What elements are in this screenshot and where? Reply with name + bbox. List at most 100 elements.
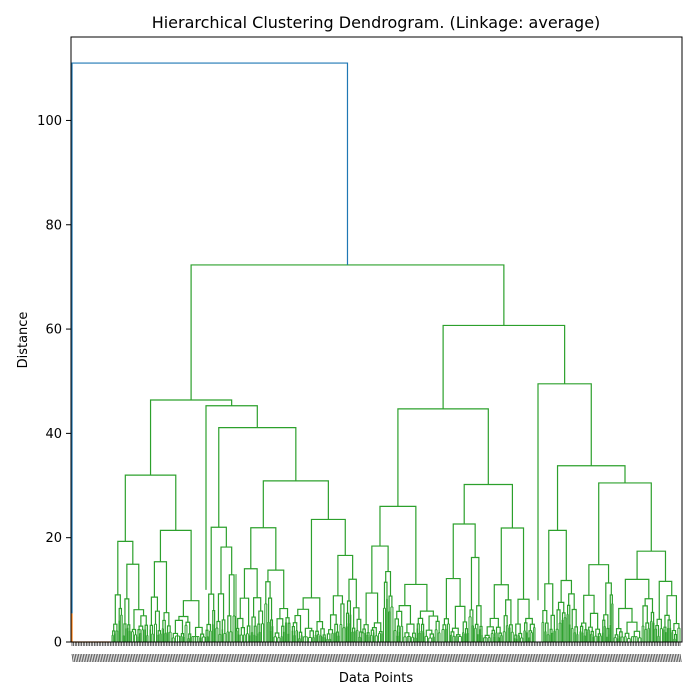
x-tick-label — [151, 653, 154, 663]
x-tick-label — [559, 653, 562, 663]
x-tick-label — [602, 653, 605, 663]
x-tick-label — [426, 653, 429, 663]
x-tick-label — [521, 653, 524, 663]
x-tick-label — [385, 653, 388, 663]
dendrogram-link — [624, 632, 630, 639]
x-tick-label — [94, 653, 96, 663]
x-tick-label — [468, 653, 471, 663]
dendrogram-link — [595, 628, 601, 637]
x-tick-label — [606, 653, 608, 663]
x-tick-label — [186, 653, 189, 663]
x-tick-label — [433, 653, 436, 663]
x-tick-label — [599, 653, 602, 663]
y-tick-label: 80 — [45, 218, 62, 233]
x-tick-label — [350, 653, 352, 663]
dendrogram-link — [345, 612, 350, 627]
x-tick-label — [305, 653, 308, 663]
x-tick-label — [234, 653, 237, 663]
x-tick-label — [562, 653, 565, 663]
x-tick-label — [287, 653, 290, 663]
dendrogram-link — [153, 561, 168, 613]
x-tick-label — [497, 653, 500, 663]
x-tick-label — [673, 653, 676, 663]
x-tick-label — [370, 653, 373, 663]
x-tick-label — [172, 653, 175, 663]
x-tick-label — [462, 653, 464, 663]
x-tick-label — [119, 653, 122, 663]
x-tick-label — [132, 653, 135, 663]
x-tick-label — [170, 653, 173, 663]
x-tick-label — [418, 653, 421, 663]
dendrogram-link — [138, 625, 144, 630]
x-tick-label — [257, 653, 260, 663]
x-tick-label — [247, 653, 250, 663]
x-tick-label — [258, 653, 261, 663]
x-tick-label — [382, 653, 384, 663]
x-tick-label — [284, 653, 287, 663]
x-tick-label — [254, 653, 256, 663]
x-tick-label — [655, 653, 658, 663]
x-tick-label — [177, 653, 180, 663]
dendrogram-link — [328, 629, 334, 634]
x-tick-label — [498, 653, 501, 663]
dendrogram-marks — [71, 62, 681, 643]
x-tick-label — [366, 653, 368, 663]
dendrogram-link — [379, 505, 417, 585]
dendrogram-link — [655, 624, 660, 637]
x-tick-label — [282, 653, 285, 663]
x-tick-label — [431, 653, 434, 663]
x-tick-label — [266, 653, 269, 663]
dendrogram-link — [394, 618, 400, 631]
dendrogram-link — [556, 609, 561, 630]
x-tick-label — [353, 653, 356, 663]
x-tick-label — [556, 653, 559, 663]
x-tick-label — [378, 653, 381, 663]
x-tick-label — [210, 653, 213, 663]
x-tick-label — [550, 653, 552, 663]
x-tick-label — [178, 653, 181, 663]
x-tick-label — [650, 653, 653, 663]
x-tick-label — [90, 653, 93, 663]
x-tick-label — [623, 653, 626, 663]
x-tick-label — [273, 653, 276, 663]
x-tick-label — [455, 653, 458, 663]
dendrogram-link — [281, 625, 285, 637]
x-tick-label — [191, 653, 194, 663]
x-tick-label — [274, 653, 277, 663]
x-tick-label — [260, 653, 263, 663]
x-tick-label — [196, 653, 199, 663]
x-tick-label — [148, 653, 151, 663]
dendrogram-link — [133, 609, 145, 630]
dendrogram-link — [340, 603, 345, 628]
x-tick-label — [670, 653, 672, 663]
x-tick-label — [399, 653, 402, 663]
x-tick-label — [484, 653, 487, 663]
x-tick-label — [332, 653, 335, 663]
dendrogram-link — [206, 623, 211, 631]
x-tick-label — [78, 653, 80, 663]
x-tick-label — [97, 653, 100, 663]
x-tick-label — [394, 653, 397, 663]
x-tick-label — [516, 653, 519, 663]
x-tick-label — [575, 653, 578, 663]
x-tick-label — [175, 653, 178, 663]
x-tick-label — [345, 653, 348, 663]
x-tick-label — [489, 653, 492, 663]
dendrogram-link — [624, 578, 650, 609]
x-tick-label — [406, 653, 408, 663]
x-tick-label — [454, 653, 456, 663]
x-tick-label — [281, 653, 284, 663]
dendrogram-link — [606, 627, 610, 637]
x-tick-label — [377, 653, 380, 663]
x-tick-label — [121, 653, 124, 663]
x-tick-label — [127, 653, 130, 663]
x-tick-label — [340, 653, 343, 663]
x-tick-label — [375, 653, 378, 663]
x-tick-label — [654, 653, 656, 663]
x-tick-label — [111, 653, 114, 663]
x-tick-label — [204, 653, 207, 663]
dendrogram-link — [404, 632, 410, 637]
dendrogram-link — [469, 609, 474, 626]
dendrogram-link — [556, 465, 626, 531]
x-tick-label — [604, 653, 607, 663]
